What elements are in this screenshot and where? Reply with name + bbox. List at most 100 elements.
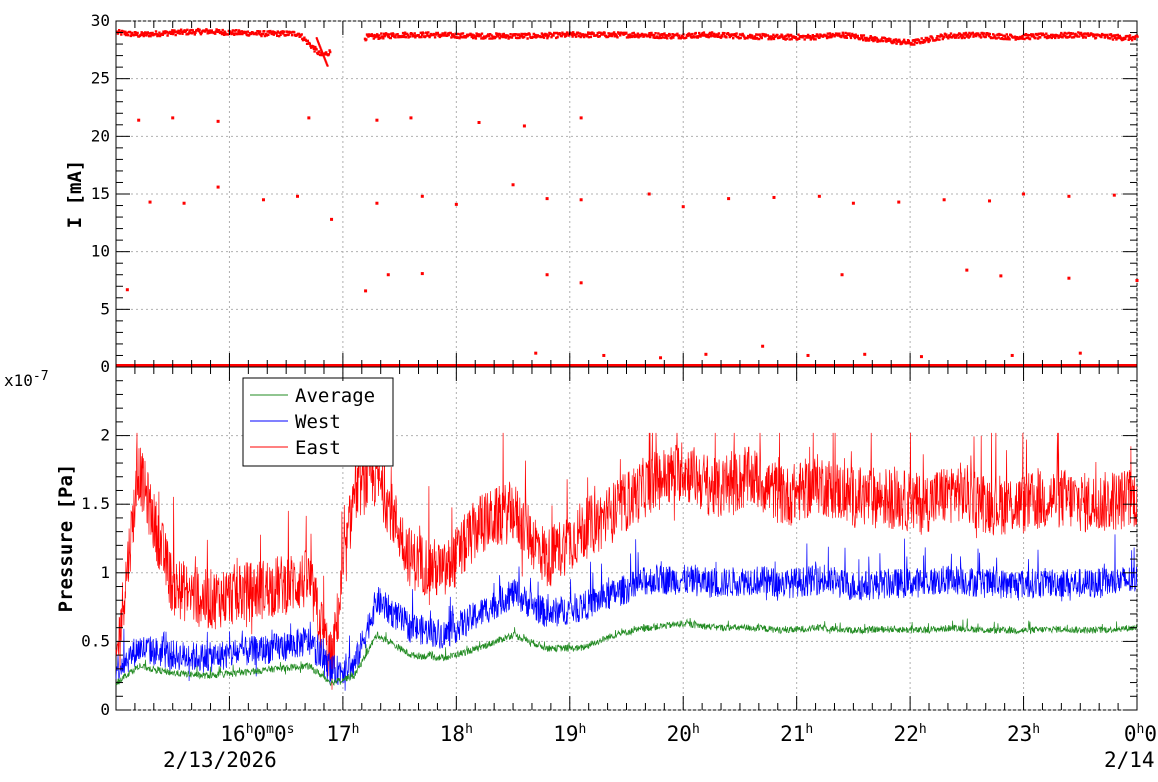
current-panel: 0 5 10 15 20 25 30 I [mA] xyxy=(64,11,1139,376)
current-outlier-point xyxy=(1067,194,1071,198)
pressure-series-line xyxy=(115,432,1138,690)
current-outlier-point xyxy=(545,197,549,201)
current-outlier-point xyxy=(897,200,901,204)
pressure-y-tick-label: 1.5 xyxy=(81,494,110,513)
time-x-axis: 16h0m0s 17h 18h 19h 20h 21h 22h 23h 0h0 xyxy=(115,21,1157,746)
current-outlier-point xyxy=(1135,279,1139,282)
current-outlier-point xyxy=(1112,193,1116,197)
date-start-label: 2/13/2026 xyxy=(163,748,277,772)
x-tick-label: 23h xyxy=(1007,722,1040,746)
current-outlier-point xyxy=(1022,192,1026,196)
current-outlier-point xyxy=(1078,351,1082,355)
pressure-series-line xyxy=(115,617,1138,687)
pressure-panel: 0 0.5 1 1.5 2 Pressure [Pa] x10-7 Average We… xyxy=(4,366,1138,719)
current-outlier-point xyxy=(148,200,152,204)
x-tick-label: 21h xyxy=(780,722,813,746)
current-outlier-point xyxy=(1067,276,1071,280)
current-outlier-point xyxy=(307,116,311,120)
current-outlier-point xyxy=(216,185,220,189)
pressure-y-tick-label: 2 xyxy=(100,426,110,445)
legend-label-west: West xyxy=(295,411,341,433)
current-outlier-point xyxy=(125,288,129,292)
current-outlier-point xyxy=(840,273,844,277)
current-outlier-point xyxy=(171,116,175,120)
x-tick-label: 22h xyxy=(894,722,927,746)
current-outlier-point xyxy=(772,195,776,199)
current-y-tick-label: 30 xyxy=(91,11,110,30)
current-main-band xyxy=(116,27,1139,57)
current-outlier-point xyxy=(1010,353,1014,357)
current-outlier-point xyxy=(216,119,220,123)
pressure-axis-title: Pressure [Pa] xyxy=(55,464,77,613)
current-outlier-point xyxy=(851,201,855,205)
x-tick-label: 20h xyxy=(667,722,700,746)
current-outlier-point xyxy=(364,289,368,293)
current-y-tick-label: 20 xyxy=(91,126,110,145)
current-outlier-point xyxy=(409,116,413,120)
legend-label-average: Average xyxy=(295,385,375,407)
x-tick-label: 16h0m0s xyxy=(220,722,294,746)
current-y-tick-label: 0 xyxy=(100,357,110,376)
pressure-lines xyxy=(115,432,1138,691)
current-outlier-point xyxy=(704,352,708,356)
current-axis-title: I [mA] xyxy=(64,160,86,229)
current-outlier-point xyxy=(988,199,992,203)
current-outlier-point xyxy=(375,118,379,122)
current-outlier-point xyxy=(806,353,810,357)
current-outlier-point xyxy=(545,273,549,277)
x-tick-label: 17h xyxy=(326,722,359,746)
current-outlier-point xyxy=(477,120,481,124)
legend-item-average: Average xyxy=(250,385,375,407)
current-outlier-point xyxy=(534,351,538,355)
current-outlier-point xyxy=(817,194,821,198)
x-tick-label: 19h xyxy=(553,722,586,746)
current-y-ticks: 0 5 10 15 20 25 30 xyxy=(91,11,1137,376)
legend-label-east: East xyxy=(295,437,341,459)
exponent-base: x10 xyxy=(4,371,33,390)
current-outlier-point xyxy=(919,355,923,359)
current-outlier-point xyxy=(647,192,651,196)
legend-item-east: East xyxy=(250,437,341,459)
pressure-y-tick-label: 0.5 xyxy=(81,631,110,650)
current-outlier-point xyxy=(579,281,583,285)
current-outlier-point xyxy=(681,205,685,209)
current-outlier-point xyxy=(511,183,515,187)
current-outlier-point xyxy=(999,274,1003,278)
current-outlier-point xyxy=(727,197,731,201)
current-outlier-point xyxy=(579,116,583,120)
current-outlier-point xyxy=(261,198,265,202)
current-outlier-point xyxy=(761,344,765,348)
legend: Average West East xyxy=(242,377,394,467)
current-outlier-point xyxy=(182,201,186,205)
pressure-y-ticks: 0 0.5 1 1.5 2 xyxy=(81,366,1137,719)
current-y-tick-label: 25 xyxy=(91,69,110,88)
pressure-y-tick-label: 1 xyxy=(100,563,110,582)
current-outlier-point xyxy=(942,198,946,202)
x-tick-label: 0h0 xyxy=(1124,722,1157,746)
current-y-tick-label: 10 xyxy=(91,242,110,261)
current-outlier-point xyxy=(420,272,424,276)
current-outlier-point xyxy=(965,268,969,272)
current-outlier-point xyxy=(454,202,458,206)
current-outlier-point xyxy=(863,352,867,356)
current-outlier-point xyxy=(420,194,424,198)
current-outlier-point xyxy=(330,217,334,221)
current-outlier-point xyxy=(659,356,663,360)
current-outlier-point xyxy=(602,353,606,357)
current-outlier-point xyxy=(375,201,379,205)
pressure-y-tick-label: 0 xyxy=(100,700,110,719)
exponent-power: -7 xyxy=(33,369,49,384)
current-outlier-point xyxy=(522,124,526,128)
legend-item-west: West xyxy=(250,411,341,433)
x-tick-label: 18h xyxy=(440,722,473,746)
date-end-label: 2/14 xyxy=(1104,748,1155,772)
current-outlier-point xyxy=(296,194,300,198)
current-outlier-point xyxy=(137,118,141,122)
current-dip xyxy=(315,37,329,67)
current-outlier-point xyxy=(386,273,390,277)
pressure-series-line xyxy=(115,534,1138,691)
current-y-tick-label: 15 xyxy=(91,184,110,203)
pressure-exponent-label: x10-7 xyxy=(4,369,49,390)
current-outlier-point xyxy=(579,198,583,202)
